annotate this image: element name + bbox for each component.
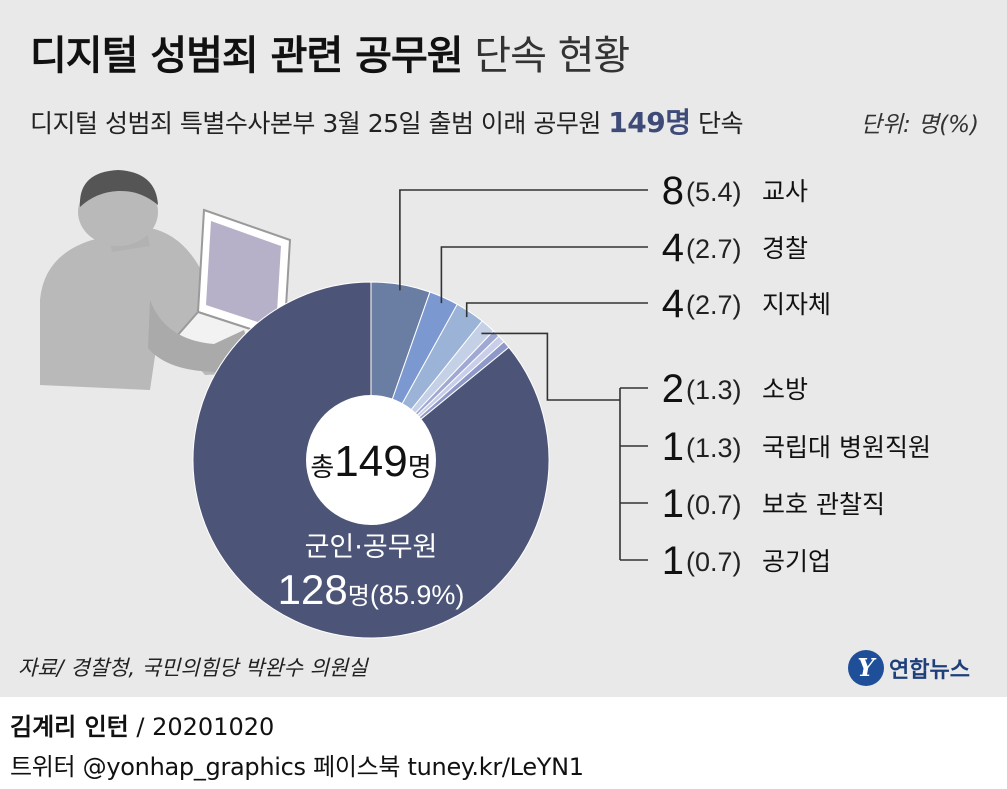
subtitle-after: 단속: [690, 109, 744, 138]
slice-percent-label: (2.7): [686, 234, 742, 264]
person-hair-icon: [79, 170, 158, 207]
center-label: 총149명: [310, 437, 431, 486]
source-note: 자료/ 경찰청, 국민의힘당 박완수 의원실: [18, 656, 368, 680]
leader-line: [399, 189, 648, 291]
slice-value-label: 1: [662, 425, 684, 469]
slice-name-label: 소방: [762, 375, 808, 404]
slice-name-label: 보호 관찰직: [762, 490, 885, 519]
center-value: 149: [334, 437, 407, 486]
main-slice-name: 군인·공무원: [305, 532, 438, 563]
slice-percent-label: (0.7): [686, 547, 742, 577]
leader-line: [440, 246, 648, 304]
chart-subtitle: 디지털 성범죄 특별수사본부 3월 25일 출범 이래 공무원 149명 단속: [30, 108, 743, 139]
slice-name-label: 경찰: [762, 234, 808, 263]
main-slice-percent: (85.9%): [370, 580, 465, 610]
social-links: 트위터 @yonhap_graphics 페이스북 tuney.kr/LeYN1: [10, 753, 584, 781]
slice-percent-label: (2.7): [686, 290, 742, 320]
slice-value-label: 2: [662, 367, 684, 411]
chart-title: 디지털 성범죄 관련 공무원 단속 현황: [30, 32, 630, 80]
slice-percent-label: (1.3): [686, 433, 742, 463]
slice-value-label: 4: [662, 226, 684, 270]
slice-value-label: 1: [662, 539, 684, 583]
title-light: 단속 현황: [474, 33, 630, 79]
person-arm-icon: [148, 300, 250, 372]
center-suffix: 명: [408, 453, 432, 483]
laptop-display-icon: [206, 221, 281, 328]
yonhap-logo-text: 연합뉴스: [889, 658, 970, 683]
slice-name-label: 공기업: [762, 547, 831, 576]
slice-name-label: 지자체: [762, 290, 831, 319]
slice-value-label: 4: [662, 282, 684, 326]
yonhap-logo: Y 연합뉴스: [848, 648, 970, 688]
credit-line: 김계리 인턴 / 20201020: [10, 712, 274, 742]
slice-name-label: 교사: [762, 177, 808, 206]
center-prefix: 총: [310, 453, 334, 483]
person-illustration: [40, 170, 292, 390]
main-slice-unit: 명: [348, 582, 370, 610]
slice-percent-label: (1.3): [686, 375, 742, 405]
leader-lines: [399, 189, 648, 561]
leader-line: [465, 302, 648, 318]
slice-percent-label: (0.7): [686, 490, 742, 520]
pie-slice: [192, 281, 550, 639]
title-strong: 디지털 성범죄 관련 공무원: [30, 33, 464, 79]
subtitle-before: 디지털 성범죄 특별수사본부 3월 25일 출범 이래 공무원: [30, 109, 609, 138]
unit-label: 단위: 명(%): [860, 112, 979, 138]
credit-date: / 20201020: [128, 713, 275, 741]
leader-line: [481, 332, 620, 401]
slice-name-label: 국립대 병원직원: [762, 433, 931, 462]
slice-value-label: 8: [662, 169, 684, 213]
main-slice-value: 128명(85.9%): [278, 566, 465, 613]
donut-hole: [306, 395, 436, 525]
slice-value-label: 1: [662, 482, 684, 526]
main-slice-number: 128: [278, 566, 348, 613]
slice-percent-label: (5.4): [686, 177, 742, 207]
yonhap-logo-icon: Y: [848, 650, 884, 686]
subtitle-highlight: 149명: [608, 106, 691, 139]
credit-author: 김계리 인턴: [10, 713, 129, 741]
